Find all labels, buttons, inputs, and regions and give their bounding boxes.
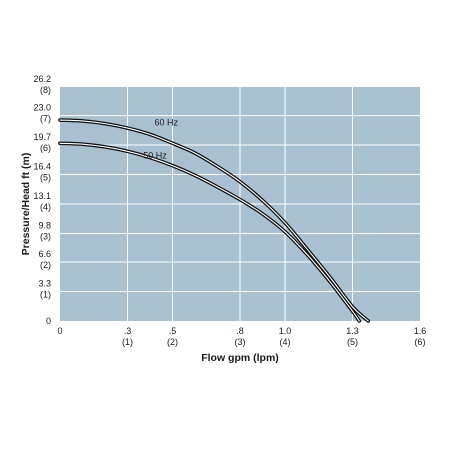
x-tick-sublabel: (4)	[280, 337, 291, 347]
y-tick-sublabel: (1)	[40, 290, 51, 300]
y-tick-sublabel: (3)	[40, 231, 51, 241]
series-label-60-hz: 60 Hz	[155, 117, 179, 127]
x-axis-title: Flow gpm (lpm)	[201, 352, 279, 364]
y-tick-label: 13.1	[33, 191, 51, 201]
x-tick-sublabel: (2)	[167, 337, 178, 347]
series-line-highlight-50-hz	[59, 142, 360, 322]
x-tick-label: 1.0	[279, 326, 292, 336]
x-tick-sublabel: (5)	[347, 337, 358, 347]
y-tick-sublabel: (7)	[40, 114, 51, 124]
x-axis-ticks: 0 .3(1) .5(2) .8(3) 1.0(4) 1.3(5) 1.6(6)	[57, 326, 426, 347]
y-tick-label: 3.3	[38, 279, 51, 289]
x-tick-sublabel: (3)	[235, 337, 246, 347]
x-tick-label: .8	[236, 326, 244, 336]
y-tick-sublabel: (5)	[40, 173, 51, 183]
y-tick-sublabel: (2)	[40, 260, 51, 270]
x-tick-label: 1.3	[346, 326, 359, 336]
y-tick-label: 6.6	[38, 249, 51, 259]
series-line-highlight-60-hz	[59, 119, 369, 322]
series-label-50-hz: 50 Hz	[143, 150, 167, 160]
x-tick-sublabel: (6)	[415, 337, 426, 347]
x-tick-label: .5	[169, 326, 177, 336]
series-layer: 60 Hz 50 Hz	[58, 117, 371, 323]
y-tick-sublabel: (6)	[40, 143, 51, 153]
y-tick-label: 19.7	[33, 132, 51, 142]
x-tick-sublabel: (1)	[122, 337, 133, 347]
y-tick-label: 23.0	[33, 103, 51, 113]
x-tick-label: 1.6	[414, 326, 427, 336]
y-tick-label: 9.8	[38, 220, 51, 230]
y-tick-label: 26.2	[33, 74, 51, 84]
y-tick-label: 0	[46, 316, 51, 326]
y-tick-label: 16.4	[33, 162, 51, 172]
x-tick-label: 0	[57, 326, 62, 336]
grid	[60, 87, 420, 321]
y-tick-sublabel: (8)	[40, 85, 51, 95]
x-tick-label: .3	[124, 326, 132, 336]
y-tick-sublabel: (4)	[40, 202, 51, 212]
y-axis-title: Pressure/Head ft (m)	[20, 153, 32, 256]
y-axis-ticks: 0 3.3(1) 6.6(2) 9.8(3) 13.1(4) 16.4(5) 19.7(6)…	[33, 74, 51, 326]
